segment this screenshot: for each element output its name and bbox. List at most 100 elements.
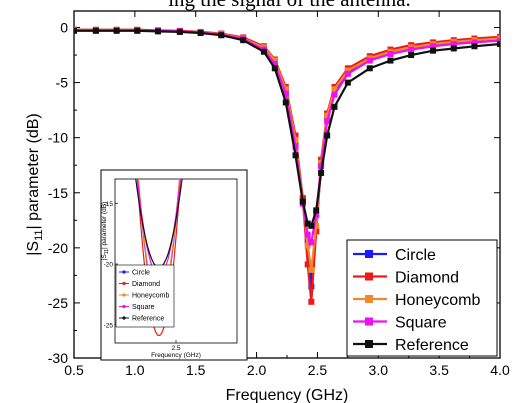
y-tick-label: -30: [48, 350, 68, 366]
data-point: [430, 43, 437, 50]
data-point: [408, 52, 415, 59]
inset-legend: Circle Diamond Honeycomb Square Reference: [115, 264, 175, 328]
data-point: [313, 211, 320, 218]
data-point: [282, 99, 289, 106]
data-point: [497, 37, 500, 44]
data-point: [387, 50, 394, 57]
data-point: [366, 57, 373, 64]
inset-series-square: [136, 179, 182, 277]
inset-legend-box: [115, 264, 175, 328]
data-point: [282, 90, 289, 97]
data-point: [313, 222, 320, 229]
data-point: [324, 112, 331, 119]
caption-fragment: ing the signal of the antenna.: [0, 0, 519, 15]
data-point: [218, 32, 225, 39]
series-reference: [74, 27, 500, 229]
legend-swatch-marker: [365, 295, 373, 303]
legend-label: Circle: [395, 247, 436, 264]
inset-legend-label: Square: [132, 304, 155, 311]
y-tick-label: -10: [48, 130, 68, 146]
x-tick-label: 1.0: [125, 362, 145, 378]
y-tick-label: 0: [60, 20, 68, 36]
y-tick-label: -15: [48, 185, 68, 201]
inset-legend-label: Reference: [132, 316, 164, 323]
legend-swatch-marker: [365, 250, 373, 258]
data-point: [308, 298, 315, 305]
data-point: [313, 207, 320, 214]
data-point: [271, 65, 278, 72]
y-tick-label: -5: [56, 75, 69, 91]
inset-legend-label: Circle: [132, 270, 150, 277]
x-tick-label: 0.5: [64, 362, 84, 378]
legend: Circle Diamond Honeycomb Square Reference: [346, 239, 498, 357]
legend-swatch-marker: [365, 317, 373, 326]
data-point: [271, 57, 278, 64]
x-tick-label: 3.5: [429, 362, 449, 378]
data-point: [271, 60, 278, 67]
inset-series-diamond: [136, 179, 182, 337]
inset-series-reference: [135, 179, 183, 269]
data-point: [260, 48, 267, 55]
data-point: [176, 28, 183, 35]
data-point: [331, 103, 338, 110]
data-point: [331, 86, 338, 93]
y-axis-title: |S11| parameter (dB): [25, 113, 45, 255]
data-point: [471, 39, 478, 46]
inset-x-axis-title: Frequency (GHz): [151, 352, 201, 359]
x-axis-title: Frequency (GHz): [226, 387, 349, 403]
data-point: [304, 242, 311, 249]
inset-legend-marker: [122, 304, 126, 309]
inset-y-tick-label: -20: [104, 262, 114, 269]
data-point: [366, 65, 373, 72]
data-point: [154, 28, 161, 35]
inset-legend-marker: [122, 281, 126, 286]
data-point: [318, 169, 325, 176]
inset-legend-marker: [122, 270, 126, 274]
inset-legend-label: Honeycomb: [132, 293, 169, 300]
x-tick-label: 4.0: [490, 362, 510, 378]
inset-y-axis-title: |S11| parameter (dB): [101, 202, 110, 260]
x-tick-label: 2.5: [308, 362, 328, 378]
legend-swatch-marker: [365, 272, 373, 281]
x-tick-label: 2.0: [247, 362, 267, 378]
data-point: [408, 46, 415, 53]
data-point: [497, 41, 500, 48]
data-point: [197, 30, 204, 37]
data-point: [308, 239, 315, 246]
data-point: [450, 41, 457, 48]
data-point: [304, 231, 311, 238]
inset-chart: 2.5 -25 -20 -15 Frequency (GHz) |S11| paramet…: [100, 169, 248, 361]
data-point: [324, 118, 331, 125]
legend-label: Honeycomb: [395, 292, 480, 309]
data-point: [308, 222, 315, 229]
data-point: [240, 37, 247, 44]
data-point: [134, 27, 141, 34]
data-point: [292, 152, 299, 159]
data-point: [471, 43, 478, 50]
x-tick-label: 1.5: [186, 362, 206, 378]
data-point: [299, 198, 306, 205]
data-point: [430, 47, 437, 54]
data-point: [331, 91, 338, 98]
series-line: [74, 29, 500, 228]
inset-y-tick-label: -15: [104, 201, 114, 208]
data-point: [92, 27, 99, 34]
inset-legend-marker: [122, 293, 126, 297]
data-point: [344, 67, 351, 74]
data-point: [344, 70, 351, 77]
x-tick-label: 3.0: [369, 362, 389, 378]
main-chart: 0.5 1.0 1.5 2.0 2.5 3.0 3.5 4.0 -30 -25 -20 -15 -10 -…: [25, 10, 510, 403]
data-point: [282, 86, 289, 93]
data-point: [308, 266, 315, 273]
legend-swatch-marker: [365, 340, 373, 348]
inset-x-tick-label: 2.5: [171, 345, 180, 352]
data-point: [74, 27, 77, 34]
data-point: [292, 143, 299, 150]
data-point: [387, 57, 394, 64]
legend-label: Square: [395, 315, 447, 332]
data-point: [113, 27, 120, 34]
legend-label: Diamond: [395, 270, 459, 287]
data-point: [304, 220, 311, 227]
y-tick-label: -20: [48, 240, 68, 256]
